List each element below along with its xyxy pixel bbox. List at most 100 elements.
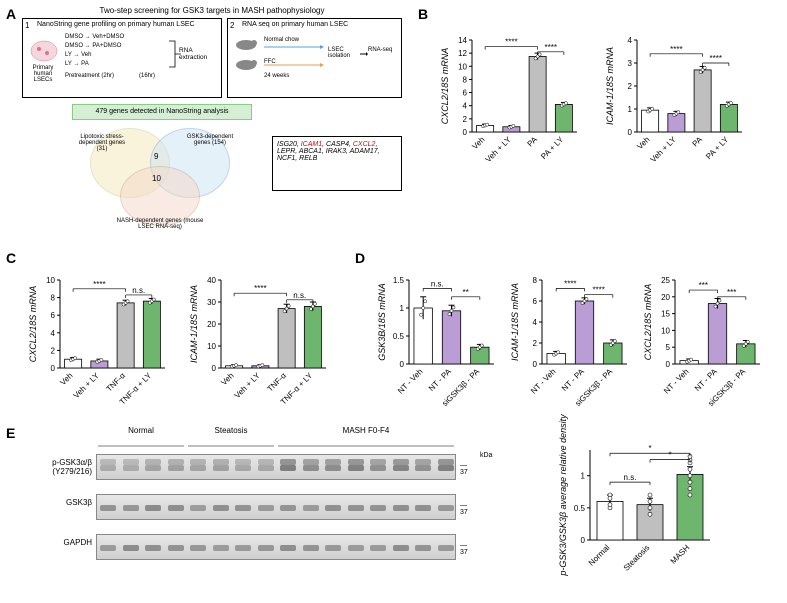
svg-text:20: 20: [661, 293, 670, 302]
svg-text:1.5: 1.5: [393, 276, 405, 285]
svg-text:ICAM-1/18S mRNA: ICAM-1/18S mRNA: [605, 47, 615, 125]
cell-icon: [29, 39, 59, 63]
box1-num: 1: [25, 21, 29, 30]
timeline-arrows: [264, 45, 324, 69]
svg-text:1: 1: [400, 304, 405, 313]
svg-text:6: 6: [533, 297, 538, 306]
svg-text:12: 12: [458, 49, 467, 58]
western-blots: NormalSteatosisMASH F0-F4p-GSK3α/β (Y279…: [96, 440, 476, 580]
panel-d-charts: 00.511.5GSK3B/18S mRNANT - VehNT - PAsiG…: [375, 260, 774, 422]
svg-text:****: ****: [710, 54, 722, 63]
svg-text:0: 0: [666, 360, 671, 369]
panel-c-charts: 0246810CXCL2/18S mRNAVehVeh + LYTNF-αTNF…: [26, 260, 348, 422]
svg-text:4: 4: [463, 102, 468, 111]
svg-text:6: 6: [51, 311, 56, 320]
svg-text:Veh + LY: Veh + LY: [233, 371, 263, 401]
svg-text:Veh: Veh: [219, 371, 235, 387]
svg-text:PA + LY: PA + LY: [704, 135, 731, 162]
svg-text:2: 2: [51, 346, 56, 355]
svg-text:2: 2: [628, 82, 633, 91]
svg-text:8: 8: [463, 75, 468, 84]
svg-text:Normal: Normal: [587, 543, 612, 568]
svg-text:0.5: 0.5: [393, 332, 405, 341]
svg-text:PA: PA: [691, 135, 705, 149]
box2-num: 2: [230, 21, 234, 30]
svg-text:0: 0: [628, 128, 633, 137]
svg-text:Veh + LY: Veh + LY: [649, 135, 679, 165]
panel-a: Two-step screening for GSK3 targets in M…: [22, 6, 402, 236]
svg-text:10: 10: [458, 62, 467, 71]
svg-text:****: ****: [545, 43, 557, 52]
panel-a-box1: 1 NanoString gene profiling on primary h…: [22, 18, 222, 98]
svg-text:***: ***: [699, 281, 708, 290]
lsec-iso: LSEC isolation: [328, 47, 362, 59]
panel-e-label: E: [6, 425, 15, 441]
gene-list-box: ISG20, ICAM1, CASP4, CXCL2, LEPR, ABCA1,…: [272, 136, 402, 191]
svg-text:0: 0: [400, 360, 405, 369]
svg-text:Veh + LY: Veh + LY: [72, 371, 102, 401]
svg-text:MASH: MASH: [669, 543, 692, 566]
panel-b-charts: 02468101214CXCL2/18S mRNAVehVeh + LYPAPA…: [438, 20, 768, 182]
svg-text:0: 0: [533, 360, 538, 369]
row-dmso: DMSO → Veh+DMSO: [65, 33, 124, 42]
svg-text:*: *: [648, 444, 651, 453]
mouse-icon-2: [234, 57, 258, 71]
svg-text:NT - PA: NT - PA: [427, 367, 453, 393]
svg-text:***: ***: [727, 288, 736, 297]
svg-text:NT - Veh: NT - Veh: [396, 367, 425, 396]
svg-text:****: ****: [670, 45, 682, 54]
svg-text:0: 0: [212, 364, 217, 373]
svg-text:10: 10: [46, 276, 55, 285]
svg-text:6: 6: [463, 89, 468, 98]
svg-text:GSK3B/18S mRNA: GSK3B/18S mRNA: [377, 283, 387, 361]
svg-text:Veh: Veh: [58, 371, 74, 387]
row-ly: LY → Veh: [65, 51, 124, 60]
row-dmso2: DMSO → PA+DMSO: [65, 42, 124, 51]
panel-a-box2: 2 RNA seq on primary human LSEC Normal c…: [227, 18, 402, 98]
svg-text:p-GSK3/GSK3β average relative: p-GSK3/GSK3β average relative density: [558, 414, 568, 577]
svg-text:****: ****: [505, 38, 517, 47]
svg-text:30: 30: [207, 298, 216, 307]
svg-text:PA + LY: PA + LY: [539, 135, 566, 162]
svg-text:4: 4: [51, 329, 56, 338]
normal-chow: Normal chow: [264, 37, 299, 43]
svg-text:****: ****: [93, 280, 105, 289]
panel-b-label: B: [418, 6, 428, 22]
panel-c-label: C: [6, 250, 16, 266]
svg-text:3: 3: [628, 59, 633, 68]
arrow-icon: [360, 51, 368, 57]
rnaseq-label: RNA-seq: [368, 47, 392, 53]
svg-text:14: 14: [458, 36, 467, 45]
svg-text:Veh: Veh: [635, 135, 651, 151]
svg-text:5: 5: [666, 343, 671, 352]
svg-text:10: 10: [207, 342, 216, 351]
panel-d-label: D: [355, 250, 365, 266]
svg-text:****: ****: [564, 279, 576, 288]
svg-text:n.s.: n.s.: [293, 291, 306, 300]
svg-text:25: 25: [661, 276, 670, 285]
svg-text:CXCL2/18S mRNA: CXCL2/18S mRNA: [643, 284, 653, 361]
svg-text:1: 1: [628, 105, 633, 114]
svg-text:20: 20: [207, 320, 216, 329]
cell-label: Primary human LSECs: [25, 65, 61, 83]
panel-e-chart: 00.51p-GSK3/GSK3β average relative densi…: [556, 430, 716, 592]
box2-header: RNA seq on primary human LSEC: [242, 21, 348, 28]
venn-n-top: 9: [154, 152, 158, 161]
svg-text:*: *: [668, 451, 671, 460]
svg-text:Steatosis: Steatosis: [622, 543, 652, 573]
svg-text:NT - PA: NT - PA: [693, 367, 719, 393]
weeks-label: 24 weeks: [264, 73, 289, 79]
svg-text:0.5: 0.5: [574, 504, 586, 513]
svg-text:Veh + LY: Veh + LY: [484, 135, 514, 165]
rna-label: RNA extraction: [179, 47, 219, 61]
venn-header: 479 genes detected in NanoString analysi…: [72, 104, 252, 120]
svg-text:ICAM-1/18S mRNA: ICAM-1/18S mRNA: [510, 283, 520, 361]
svg-text:****: ****: [254, 284, 266, 293]
svg-text:Veh: Veh: [470, 135, 486, 151]
venn-gsk3-label: GSK3-dependent genes (154): [182, 134, 238, 146]
svg-text:8: 8: [533, 276, 538, 285]
venn-n-bottom: 10: [152, 174, 161, 183]
panel-e: NormalSteatosisMASH F0-F4p-GSK3α/β (Y279…: [26, 430, 766, 600]
svg-text:****: ****: [592, 286, 604, 295]
svg-text:0: 0: [51, 364, 56, 373]
